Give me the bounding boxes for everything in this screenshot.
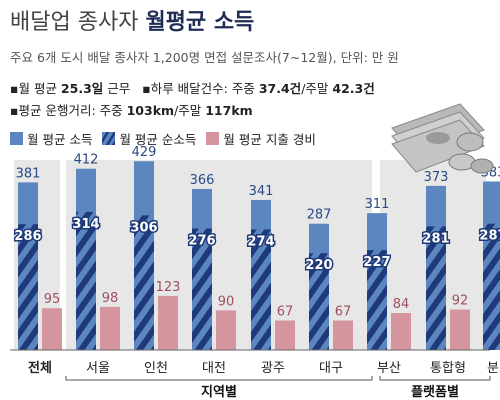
legend-label-net: 월 평균 순소득 bbox=[119, 132, 197, 147]
bar-expense bbox=[391, 313, 411, 350]
data-label-expense: 95 bbox=[44, 292, 61, 307]
deliveries-text: ▪하루 배달건수: 주중 37.4건/주말 42.3건 bbox=[142, 81, 375, 96]
info-line-1: ▪월 평균 25.3일 근무 ▪하루 배달건수: 주중 37.4건/주말 42.… bbox=[10, 78, 375, 97]
subtitle: 주요 6개 도시 배달 종사자 1,200명 면접 설문조사(7~12월), 단… bbox=[10, 50, 399, 65]
legend-swatch-income bbox=[10, 132, 23, 145]
group-bracket bbox=[65, 376, 373, 381]
data-label-net-income: 306 bbox=[130, 220, 157, 235]
group-bracket bbox=[379, 376, 491, 381]
data-label-expense: 84 bbox=[393, 297, 410, 312]
money-stack-icon bbox=[391, 103, 485, 173]
x-tick-label: 인천 bbox=[144, 361, 168, 376]
data-label-expense: 90 bbox=[218, 294, 235, 309]
legend-item-income: 월 평균 소득 bbox=[10, 129, 92, 148]
bar-expense bbox=[333, 320, 353, 350]
data-label-net-income: 281 bbox=[422, 231, 449, 246]
legend-label-expense: 월 평균 지출 경비 bbox=[223, 132, 316, 147]
data-label-income: 366 bbox=[190, 173, 215, 188]
legend-label-income: 월 평균 소득 bbox=[27, 132, 93, 147]
x-tick-label: 대구 bbox=[319, 361, 343, 376]
x-tick-label: 분리형 bbox=[487, 361, 500, 376]
page-title: 배달업 종사자 월평균 소득 bbox=[10, 10, 255, 35]
data-label-expense: 92 bbox=[452, 294, 469, 309]
data-label-expense: 67 bbox=[277, 305, 294, 320]
bar-net-income bbox=[367, 250, 387, 350]
x-tick-label: 통합형 bbox=[430, 361, 466, 376]
data-label-income: 381 bbox=[16, 166, 41, 181]
bar-expense bbox=[100, 306, 120, 350]
bar-net-income bbox=[483, 223, 500, 350]
info-line-2: ▪평균 운행거리: 주중 103km/주말 117km bbox=[10, 103, 253, 118]
x-tick-label: 전체 bbox=[28, 360, 52, 376]
bar-net-income bbox=[134, 215, 154, 350]
bar-net-income bbox=[76, 211, 96, 350]
bar-net-income bbox=[309, 253, 329, 350]
data-label-net-income: 227 bbox=[363, 255, 390, 270]
bar-net-income bbox=[251, 229, 271, 350]
workdays-text: ▪월 평균 25.3일 근무 bbox=[10, 81, 131, 96]
data-label-net-income: 286 bbox=[14, 229, 41, 244]
data-label-income: 341 bbox=[249, 184, 274, 199]
data-label-income: 412 bbox=[74, 153, 99, 168]
data-label-expense: 67 bbox=[335, 305, 352, 320]
data-label-income: 311 bbox=[365, 197, 390, 212]
bar-expense bbox=[450, 309, 470, 350]
x-tick-label: 광주 bbox=[261, 361, 285, 376]
legend-swatch-net bbox=[102, 132, 116, 145]
data-label-net-income: 220 bbox=[305, 258, 332, 273]
x-tick-label: 대전 bbox=[202, 361, 226, 376]
data-label-net-income: 287 bbox=[479, 229, 500, 244]
data-label-income: 287 bbox=[307, 208, 332, 223]
data-label-expense: 123 bbox=[156, 280, 181, 295]
bar-net-income bbox=[192, 228, 212, 350]
legend: 월 평균 소득 월 평균 순소득 월 평균 지출 경비 bbox=[10, 129, 326, 148]
bar-expense bbox=[275, 320, 295, 350]
legend-item-expense: 월 평균 지출 경비 bbox=[206, 129, 316, 148]
data-label-income: 429 bbox=[132, 145, 157, 160]
x-tick-label: 서울 bbox=[86, 361, 110, 376]
x-tick-label: 부산 bbox=[377, 361, 401, 376]
coins-icon bbox=[448, 132, 494, 174]
bar-expense bbox=[216, 310, 236, 350]
bar-expense bbox=[158, 295, 178, 350]
data-label-net-income: 276 bbox=[188, 234, 215, 249]
group-label: 지역별 bbox=[201, 384, 237, 400]
data-label-net-income: 274 bbox=[247, 234, 274, 249]
group-label: 플랫폼별 bbox=[411, 384, 459, 400]
legend-swatch-expense bbox=[206, 132, 220, 145]
bar-net-income bbox=[426, 226, 446, 350]
bar-net-income bbox=[18, 224, 38, 350]
data-label-income: 373 bbox=[424, 170, 449, 185]
legend-item-net: 월 평균 순소득 bbox=[102, 129, 196, 148]
data-label-net-income: 314 bbox=[72, 217, 99, 232]
data-label-expense: 98 bbox=[102, 291, 119, 306]
bar-expense bbox=[42, 308, 62, 350]
